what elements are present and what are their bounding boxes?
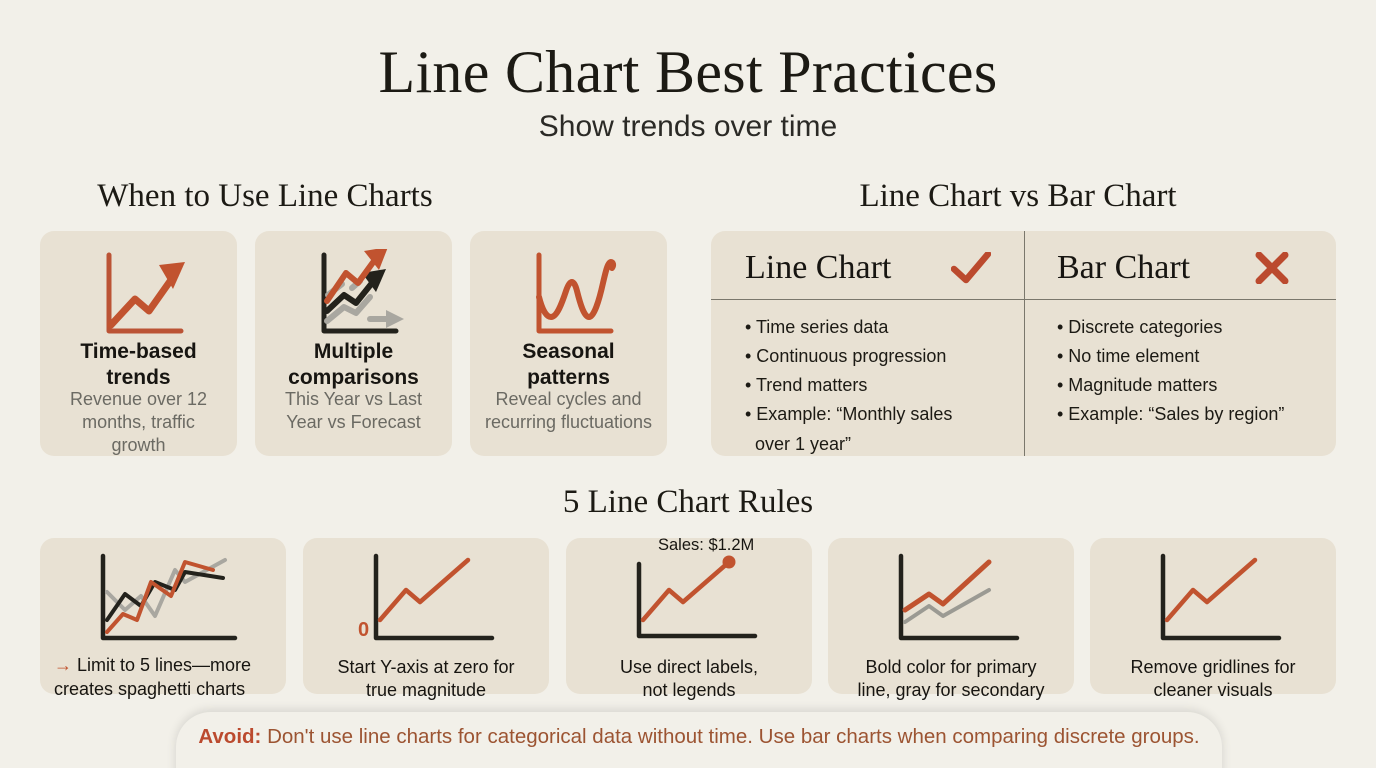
svg-text:0: 0: [358, 619, 369, 641]
svg-text:Sales: $1.2M: Sales: $1.2M: [658, 538, 754, 554]
